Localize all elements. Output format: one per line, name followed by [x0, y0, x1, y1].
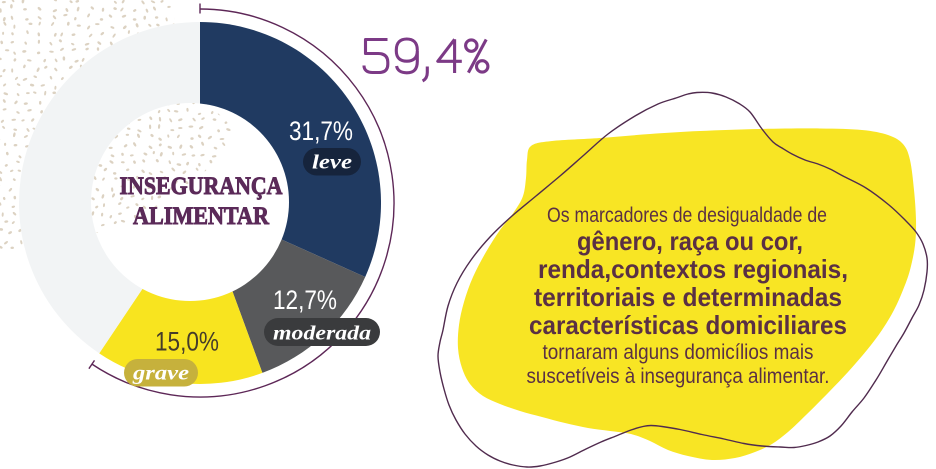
svg-text:renda,contextos regionais,: renda,contextos regionais,: [538, 254, 848, 284]
svg-text:ALIMENTAR: ALIMENTAR: [133, 203, 270, 230]
svg-text:leve: leve: [312, 152, 352, 174]
svg-text:gênero, raça ou cor,: gênero, raça ou cor,: [577, 226, 803, 256]
svg-text:15,0%: 15,0%: [155, 327, 219, 357]
svg-text:INSEGURANÇA: INSEGURANÇA: [120, 173, 283, 200]
svg-text:características domiciliares: características domiciliares: [529, 310, 847, 340]
svg-text:territoriais e determinadas: territoriais e determinadas: [534, 282, 842, 312]
svg-text:moderada: moderada: [273, 323, 371, 345]
svg-text:Os marcadores de desigualdade: Os marcadores de desigualdade de: [547, 204, 827, 227]
svg-text:12,7%: 12,7%: [273, 285, 337, 315]
svg-text:grave: grave: [132, 363, 189, 385]
svg-text:suscetíveis à insegurança alim: suscetíveis à insegurança alimentar.: [527, 365, 830, 388]
svg-text:tornaram alguns domicílios mai: tornaram alguns domicílios mais: [543, 341, 814, 364]
svg-text:31,7%: 31,7%: [289, 116, 353, 146]
